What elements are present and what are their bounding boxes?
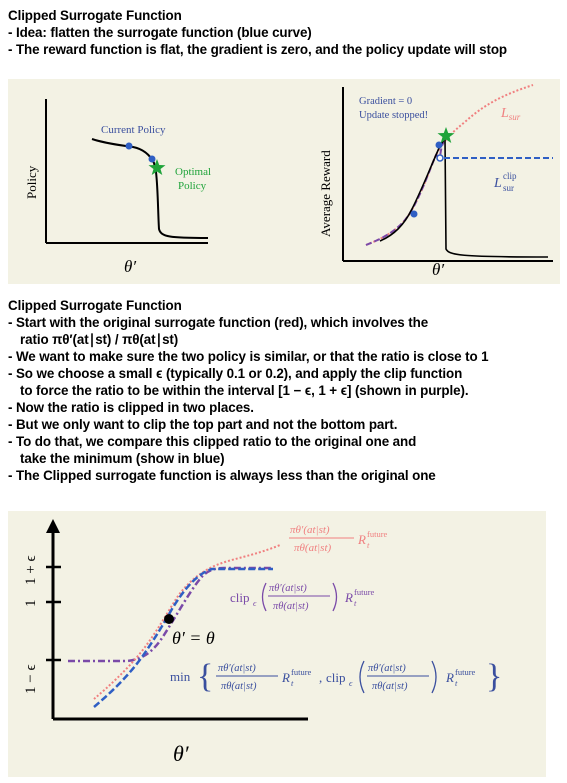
min-R-2-sub: t: [455, 678, 458, 688]
reward-dot-1: [410, 210, 418, 218]
min-R-2: R: [445, 670, 454, 685]
current-policy-label: Current Policy: [101, 124, 166, 136]
section2-line-10: - The Clipped surrogate function is alwa…: [8, 468, 436, 483]
reward-xlabel: θ′: [432, 260, 444, 279]
clip-paren-left: [261, 582, 267, 612]
policy-ylabel: Policy: [24, 165, 39, 199]
section2-line-6: - Now the ratio is clipped in two places…: [8, 400, 254, 415]
section1-line-2: - The reward function is flat, the gradi…: [8, 42, 508, 57]
clip-formula: clip ϵ πθ′(at|st) πθ(at|st) R future t: [230, 582, 375, 612]
reward-curve-black: [379, 137, 549, 258]
min-num-1: πθ′(at|st): [218, 663, 256, 674]
red-R: R: [357, 532, 366, 547]
clip-blue-curve: [93, 567, 273, 708]
min-paren-left: [359, 660, 365, 694]
clip-eps: ϵ: [253, 598, 257, 608]
min-brace-right: }: [486, 658, 502, 695]
optimal-label-1: Optimal: [175, 166, 211, 178]
section2-text: Clipped Surrogate Function - Start with …: [8, 297, 489, 484]
red-den: πθ(at|st): [294, 542, 331, 554]
clip-R: R: [344, 590, 353, 605]
gradient-note-2: Update stopped!: [359, 110, 428, 121]
min-formula: min { πθ′(at|st) πθ(at|st) R future t , …: [170, 658, 502, 695]
section2-line-5: to force the ratio to be within the inte…: [20, 383, 469, 398]
min-R-1-sub: t: [291, 678, 294, 688]
reward-dot-2: [435, 141, 443, 149]
clip-xlabel: θ′: [173, 741, 190, 766]
section2-line-7: - But we only want to clip the top part …: [8, 417, 398, 432]
section1-text: Clipped Surrogate Function - Idea: flatt…: [8, 7, 507, 58]
min-den-1: πθ(at|st): [221, 681, 257, 692]
min-word: min: [170, 669, 191, 684]
reward-star: [437, 127, 455, 143]
min-paren-right: [431, 660, 437, 694]
section2-line-8: - To do that, we compare this clipped ra…: [8, 434, 417, 449]
clip-paren-right: [332, 582, 338, 612]
clip-word: clip: [230, 590, 250, 605]
lsur-label: Lsur: [500, 106, 521, 122]
min-clip-word: clip: [326, 670, 346, 685]
min-R-1: R: [281, 670, 290, 685]
min-comma: ,: [319, 670, 322, 685]
clipped-curve-purple: [365, 141, 445, 246]
lclip-main: L: [493, 176, 502, 191]
lsur-main: L: [500, 106, 509, 121]
theta-equal-point: [164, 614, 174, 624]
section1-title: Clipped Surrogate Function: [8, 8, 182, 23]
min-den-2: πθ(at|st): [372, 681, 408, 692]
policy-dot-2: [148, 155, 156, 163]
min-brace-left: {: [197, 658, 213, 695]
clip-num: πθ′(at|st): [269, 583, 307, 594]
clip-den: πθ(at|st): [273, 601, 309, 612]
reward-open-dot: [436, 154, 444, 162]
section2-line-9: take the minimum (show in blue): [20, 451, 225, 466]
clip-R-sub: t: [354, 598, 357, 608]
optimal-policy-star: [148, 159, 166, 175]
current-policy-dot: [125, 142, 133, 150]
min-clip-eps: ϵ: [349, 678, 353, 688]
lclip-sup: clip: [503, 171, 517, 181]
section2-line-2: ratio πθ′(at∣st) / πθ(at∣st): [20, 332, 179, 347]
section2-line-4: - So we choose a small ϵ (typically 0.1 …: [8, 366, 463, 381]
figure-policy-reward: Current Policy Optimal Policy Policy θ′ …: [8, 79, 560, 284]
tick-label-bot: 1 − ϵ: [23, 664, 39, 694]
section2-line-3: - We want to make sure the two policy is…: [8, 349, 489, 364]
optimal-label-2: Policy: [178, 180, 207, 192]
clip-y-arrow: [46, 519, 60, 533]
tick-label-mid: 1: [23, 600, 39, 608]
reward-plot: Gradient = 0 Update stopped! Average Rew…: [318, 84, 553, 279]
theta-equal-label: θ′ = θ: [172, 628, 215, 648]
lsur-sub: sur: [509, 112, 521, 122]
red-R-sub: t: [367, 540, 370, 550]
min-num-2: πθ′(at|st): [368, 663, 406, 674]
figure-policy-reward-svg: Current Policy Optimal Policy Policy θ′ …: [24, 84, 553, 279]
figure-clip-function: 1 + ϵ 1 1 − ϵ θ′ = θ θ′ πθ′(at|st) πθ(at…: [8, 511, 546, 777]
clip-R-sup: future: [354, 587, 375, 597]
min-R-1-sup: future: [291, 667, 312, 677]
gradient-note-1: Gradient = 0: [359, 96, 412, 107]
policy-xlabel: θ′: [124, 257, 136, 276]
red-num: πθ′(at|st): [290, 524, 330, 536]
section2-title: Clipped Surrogate Function: [8, 298, 182, 313]
section2-line-1: - Start with the original surrogate func…: [8, 315, 429, 330]
lclip-sub: sur: [503, 183, 514, 193]
reward-ylabel: Average Reward: [318, 150, 333, 237]
red-R-sup: future: [367, 529, 388, 539]
clip-red-curve: [93, 544, 281, 700]
figure-clip-function-svg: 1 + ϵ 1 1 − ϵ θ′ = θ θ′ πθ′(at|st) πθ(at…: [23, 519, 502, 766]
section1-line-1: - Idea: flatten the surrogate function (…: [8, 25, 312, 40]
tick-label-top: 1 + ϵ: [23, 555, 39, 585]
min-R-2-sup: future: [455, 667, 476, 677]
red-formula: πθ′(at|st) πθ(at|st) R future t: [289, 524, 388, 554]
policy-plot: Current Policy Optimal Policy Policy θ′: [24, 99, 211, 276]
